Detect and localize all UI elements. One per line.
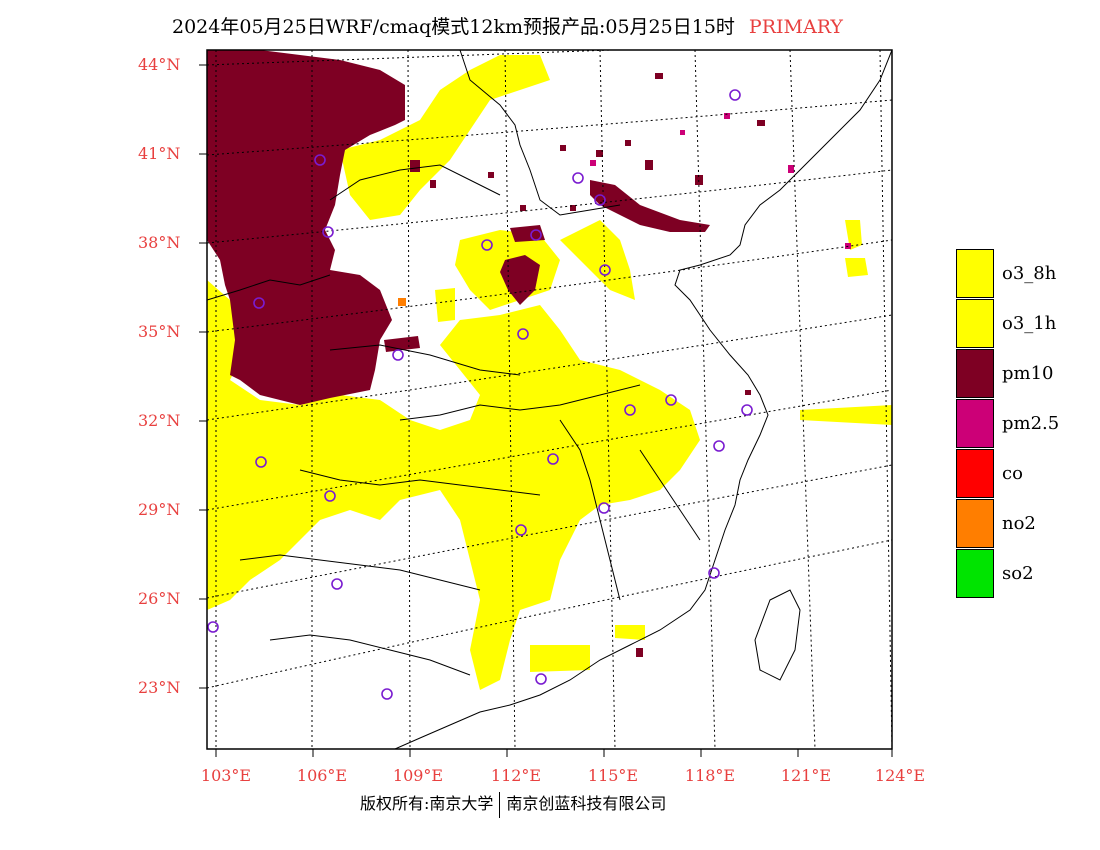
lon-label: 121°E bbox=[780, 766, 832, 785]
pm25-specks bbox=[590, 113, 851, 249]
no2-speck bbox=[398, 298, 406, 306]
legend-swatch bbox=[956, 299, 994, 348]
title-text: 2024年05月25日WRF/cmaq模式12km预报产品:05月25日15时 bbox=[172, 16, 735, 38]
lat-label: 35°N bbox=[138, 322, 181, 341]
legend-swatch bbox=[956, 249, 994, 298]
legend-label: pm10 bbox=[1002, 363, 1054, 384]
lat-label: 23°N bbox=[138, 678, 181, 697]
legend-label: o3_8h bbox=[1002, 263, 1057, 284]
lat-label: 41°N bbox=[138, 144, 181, 163]
lon-label: 124°E bbox=[874, 766, 926, 785]
legend-swatch bbox=[956, 449, 994, 498]
lat-label: 32°N bbox=[138, 411, 181, 430]
lon-label: 115°E bbox=[587, 766, 639, 785]
map-frame bbox=[206, 49, 893, 750]
boundaries bbox=[207, 50, 892, 749]
legend-label: pm2.5 bbox=[1002, 413, 1060, 434]
axis-ticks bbox=[199, 64, 893, 757]
legend-swatch bbox=[956, 349, 994, 398]
lon-label: 109°E bbox=[392, 766, 444, 785]
lon-label: 118°E bbox=[684, 766, 736, 785]
graticule bbox=[207, 50, 892, 749]
lon-label: 103°E bbox=[200, 766, 252, 785]
lat-label: 26°N bbox=[138, 589, 181, 608]
copyright-footer: 版权所有:南京大学 南京创蓝科技有限公司 bbox=[360, 790, 666, 818]
legend-label: co bbox=[1002, 463, 1023, 484]
legend-swatch bbox=[956, 499, 994, 548]
title-tag: PRIMARY bbox=[748, 16, 843, 38]
legend-label: o3_1h bbox=[1002, 313, 1057, 334]
legend-label: no2 bbox=[1002, 513, 1036, 534]
legend-swatch bbox=[956, 549, 994, 598]
lat-label: 38°N bbox=[138, 233, 181, 252]
lon-label: 112°E bbox=[490, 766, 542, 785]
lat-label: 29°N bbox=[138, 500, 181, 519]
station-markers bbox=[207, 89, 753, 700]
copyright-owner: 版权所有:南京大学 bbox=[360, 794, 494, 813]
legend-swatch bbox=[956, 399, 994, 448]
lon-label: 106°E bbox=[296, 766, 348, 785]
copyright-company: 南京创蓝科技有限公司 bbox=[506, 794, 667, 813]
pm10-region bbox=[207, 50, 710, 405]
legend-label: so2 bbox=[1002, 563, 1034, 584]
map-title: 2024年05月25日WRF/cmaq模式12km预报产品:05月25日15时 P… bbox=[172, 12, 843, 39]
lat-label: 44°N bbox=[138, 55, 181, 74]
footer-separator bbox=[499, 791, 501, 818]
